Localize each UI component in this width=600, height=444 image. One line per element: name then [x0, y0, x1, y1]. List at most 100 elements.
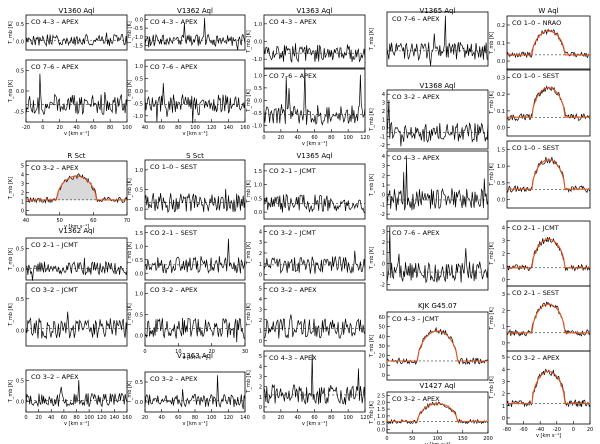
spectrum-line: [506, 368, 591, 408]
line-label: CO 7–6 – APEX: [392, 229, 440, 237]
y-tick-label: 1: [502, 265, 505, 271]
fit-curve: [507, 303, 590, 334]
x-axis-label: v [km s⁻¹]: [64, 224, 89, 230]
y-tick-label: -0.5: [14, 110, 24, 116]
x-tick-label: 80: [107, 125, 113, 131]
y-axis-label: T_mb [K]: [369, 108, 375, 131]
spectrum-line: [386, 326, 489, 366]
spectrum-line: [25, 311, 128, 339]
y-axis-label: T_mb [K]: [489, 376, 495, 399]
y-axis-label: T_mb [K]: [489, 163, 495, 186]
y-tick-label: 0.5: [135, 313, 143, 319]
panel-frame: [386, 11, 489, 67]
spectrum-line: [506, 301, 591, 337]
x-tick-label: 100: [122, 125, 132, 131]
line-label: CO 3–2 – JCMT: [269, 229, 316, 237]
y-tick-label: 3: [259, 240, 262, 246]
x-tick-label: 40: [73, 125, 79, 131]
y-axis-label: T_mb [K]: [369, 28, 375, 51]
x-tick-label: 40: [294, 415, 300, 421]
y-tick-label: 0.0: [377, 428, 385, 434]
y-tick-label: 0.0: [16, 89, 24, 95]
spectrum-panel: -1.0 -0.5 0.0 0.5 1.0 T_mb [K] CO 7–6 – APEX 40…: [127, 59, 250, 137]
x-tick-label: 0: [41, 125, 44, 131]
x-tick-label: 20: [56, 125, 62, 131]
x-tick-label: 40: [142, 125, 148, 131]
y-tick-label: 0.0: [16, 328, 24, 334]
spectrum-panel: KJK G45.07 0 10 20 30 40 50 60 T_mb [K] CO 4–3 – …: [369, 302, 489, 381]
y-tick-label: 20: [379, 354, 385, 360]
spectrum-line: [263, 193, 366, 213]
x-tick-label: 0: [143, 349, 146, 355]
spectrum-line: [263, 43, 366, 64]
y-tick-label: 0.0: [135, 271, 143, 277]
panel-frame: [25, 237, 128, 281]
spectrum-line: [506, 85, 591, 122]
y-tick-label: 0.0: [497, 126, 505, 132]
line-label: CO 1–0 – SEST: [150, 163, 197, 171]
y-tick-label: 0.5: [254, 86, 262, 92]
x-tick-label: 60: [158, 125, 164, 131]
y-tick-label: -2: [380, 212, 385, 218]
y-tick-label: 1.5: [497, 147, 505, 153]
line-label: CO 4–3 – APEX: [150, 18, 198, 26]
y-tick-label: 3: [502, 239, 505, 245]
y-axis-label: T_mb [K]: [8, 177, 14, 200]
line-label: CO 4–3 – APEX: [269, 18, 317, 26]
x-tick-label: 100: [190, 125, 200, 131]
y-tick-label: -1.0: [252, 124, 262, 130]
y-tick-label: 0.5: [16, 22, 24, 28]
y-axis-label: T_mb [K]: [8, 303, 14, 326]
line-label: CO 7–6 – APEX: [269, 72, 317, 80]
x-axis-label: v [km s⁻¹]: [64, 421, 89, 427]
line-label: CO 3–2 – APEX: [512, 354, 560, 362]
x-axis-label: v [km s⁻¹]: [182, 421, 207, 427]
x-tick-label: 100: [207, 415, 217, 421]
y-tick-label: 1: [382, 118, 385, 124]
spectrum-panel: S Sct 0.0 0.5 1.0T_mb [K] CO 1–0 – SEST: [127, 152, 246, 220]
x-tick-label: 60: [175, 415, 181, 421]
x-tick-label: 50: [56, 218, 62, 224]
y-tick-label: 2: [259, 318, 262, 324]
spectrum-line: [263, 314, 366, 339]
spectrum-line: [506, 28, 591, 59]
y-axis-label: T_mb [K]: [489, 91, 495, 114]
y-tick-label: -2: [380, 283, 385, 289]
panel-title: V1363 Aql: [177, 352, 213, 360]
line-label: CO 2–1 – SEST: [150, 229, 197, 237]
spectrum-line: [506, 156, 591, 194]
y-tick-label: 0.0: [254, 40, 262, 46]
x-tick-label: 80: [328, 415, 334, 421]
x-tick-label: -20: [553, 427, 561, 433]
y-tick-label: 0.5: [135, 77, 143, 83]
x-tick-label: 140: [240, 415, 250, 421]
spectrum-line: [386, 226, 489, 284]
y-tick-label: 0.0: [135, 400, 143, 406]
line-label: CO 2–1 – JCMT: [512, 224, 559, 232]
y-tick-label: 0.0: [135, 334, 143, 340]
y-tick-label: 1.5: [377, 407, 385, 413]
panel-title: V1365 Aql: [420, 7, 456, 15]
y-tick-label: 2: [259, 385, 262, 391]
y-axis-label: T_mb [K]: [127, 242, 133, 265]
x-axis-label: v [km s⁻¹]: [182, 355, 207, 361]
x-axis-label: v [km s⁻¹]: [425, 442, 450, 444]
panel-title: V1360 Aql: [59, 7, 95, 15]
y-axis-label: T_mb [K]: [127, 21, 133, 44]
y-tick-label: 0.0: [254, 210, 262, 216]
panel-frame: [263, 282, 366, 347]
x-tick-label: 80: [73, 415, 79, 421]
line-label: CO 4–3 – APEX: [392, 154, 440, 162]
panel-title: S Sct: [186, 152, 204, 160]
line-label: CO 2–1 – SEST: [512, 289, 559, 297]
x-tick-label: 160: [240, 125, 250, 131]
y-axis-label: T_mb [K]: [369, 174, 375, 197]
y-tick-label: 0.0: [16, 400, 24, 406]
spectrum-line: [144, 238, 246, 274]
y-axis-label: T_mb [K]: [8, 80, 14, 103]
panel-title: R Sct: [67, 152, 85, 160]
y-tick-label: 0.5: [377, 421, 385, 427]
y-tick-label: 0.0: [254, 99, 262, 105]
y-tick-label: 30: [379, 344, 385, 350]
y-axis-label: T_mb [K]: [369, 401, 375, 424]
